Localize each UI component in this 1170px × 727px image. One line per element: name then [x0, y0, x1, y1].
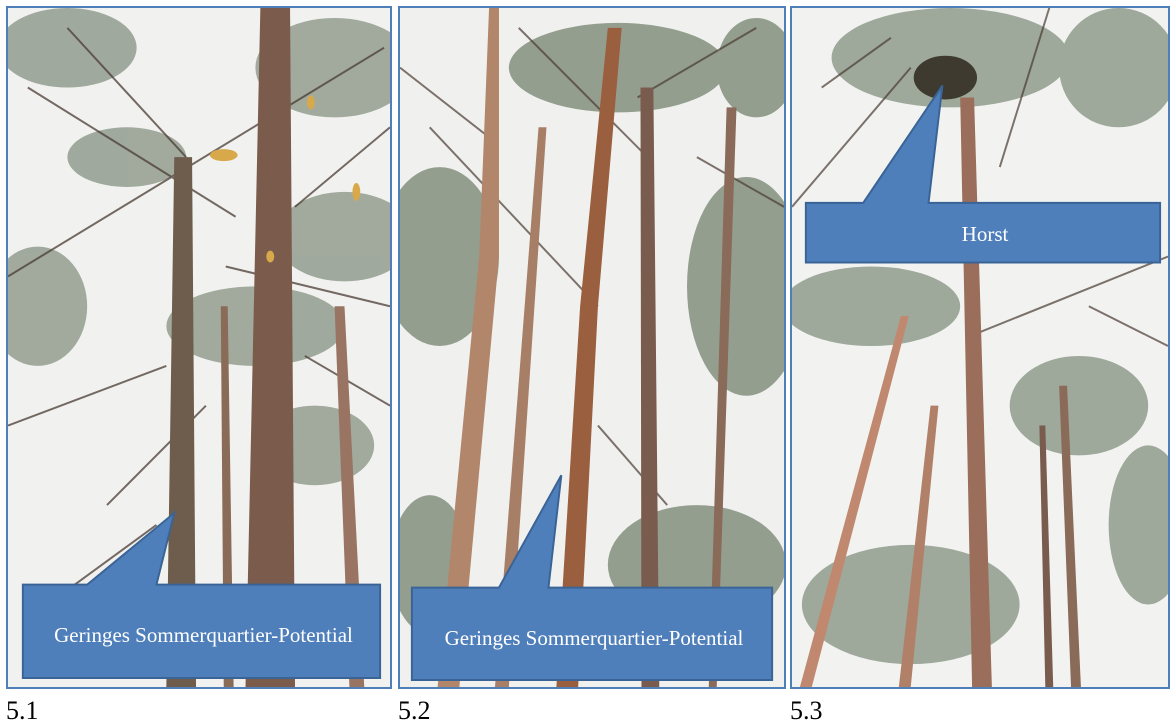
callout-label: Geringes Sommerquartier-Potential: [444, 625, 744, 650]
tree-photo: [400, 8, 784, 687]
photo-panel-5-2: Geringes Sommerquartier-Potential: [398, 6, 786, 689]
callout-label: Horst: [961, 222, 1009, 246]
tree-photo: [8, 8, 390, 687]
tree-photo: [792, 8, 1168, 687]
caption-5-1: 5.1: [6, 696, 39, 725]
callout-label: Geringes Sommerquartier-Potential: [54, 623, 353, 647]
photo-panel-5-3: Horst: [790, 6, 1170, 689]
photo-panel-5-1: Geringes Sommerquartier-Potential: [6, 6, 392, 689]
caption-5-2: 5.2: [398, 696, 431, 725]
caption-5-3: 5.3: [790, 696, 823, 725]
